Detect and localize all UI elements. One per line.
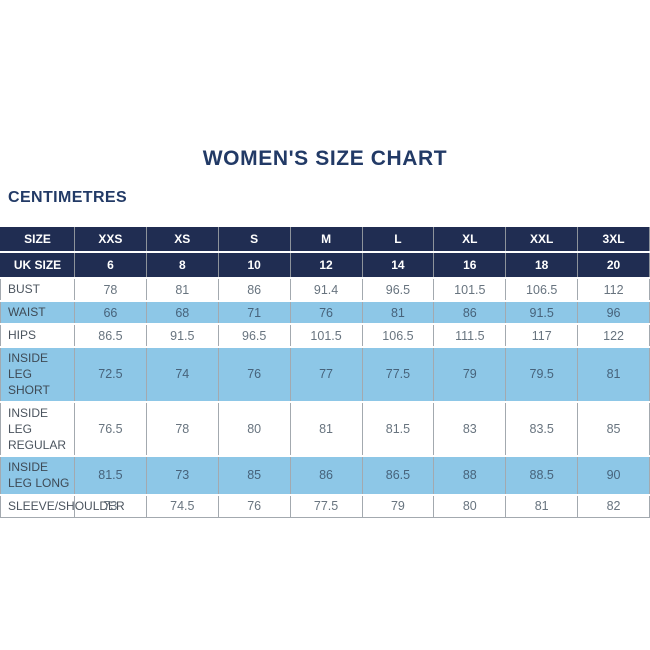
table-row: WAIST 66 68 71 76 81 86 91.5 96	[0, 301, 650, 325]
table-cell: 96	[577, 301, 650, 325]
table-cell: 90	[577, 456, 650, 496]
table-cell: 88.5	[505, 456, 579, 496]
size-header-cell: XXS	[74, 227, 147, 253]
size-header-cell: L	[362, 227, 435, 253]
table-cell: 112	[577, 278, 650, 302]
table-cell: 73	[146, 456, 219, 496]
table-cell: 81.5	[74, 456, 147, 496]
table-cell: 83	[433, 401, 507, 458]
table-cell: 111.5	[433, 324, 507, 348]
table-cell: 81	[505, 494, 579, 518]
uk-size-cell: 18	[505, 252, 579, 279]
table-cell: 82	[577, 494, 650, 518]
table-cell: 71	[218, 301, 291, 325]
uk-size-cell: 8	[146, 252, 219, 279]
row-label: BUST	[0, 278, 75, 302]
table-row: BUST 78 81 86 91.4 96.5 101.5 106.5 112	[0, 278, 650, 302]
table-cell: 79	[362, 494, 435, 518]
row-label: INSIDE LEG LONG	[0, 456, 75, 496]
table-body: BUST 78 81 86 91.4 96.5 101.5 106.5 112 WAIST 66 68…	[0, 278, 650, 518]
row-label: INSIDE LEG SHORT	[0, 347, 75, 403]
table-cell: 117	[505, 324, 579, 348]
uk-size-cell: 6	[74, 252, 147, 279]
row-label: SLEEVE/SHOULDER	[0, 494, 125, 518]
table-cell: 86	[218, 278, 291, 302]
table-cell: 101.5	[433, 278, 507, 302]
table-row: INSIDE LEG SHORT 72.5 74 76 77 77.5 79 79.5 81	[0, 347, 650, 403]
table-row-sizes: SIZE XXS XS S M L XL XXL 3XL	[0, 227, 650, 253]
table-cell: 86	[290, 456, 363, 496]
table-cell: 83.5	[505, 401, 579, 458]
table-cell: 77.5	[362, 347, 435, 403]
table-cell: 91.5	[146, 324, 219, 348]
table-cell: 86.5	[362, 456, 435, 496]
table-cell: 74	[146, 347, 219, 403]
uk-size-cell: 14	[362, 252, 435, 279]
table-cell: 81	[146, 278, 219, 302]
table-cell: 106.5	[362, 324, 435, 348]
table-cell: 85	[577, 401, 650, 458]
table-cell: 106.5	[505, 278, 579, 302]
row-label: WAIST	[0, 301, 75, 325]
table-cell: 91.5	[505, 301, 579, 325]
table-cell: 86.5	[74, 324, 147, 348]
table-cell: 91.4	[290, 278, 363, 302]
table-cell: 76	[218, 494, 291, 518]
row-label: HIPS	[0, 324, 75, 348]
table-cell: 78	[146, 401, 219, 458]
uk-size-cell: 20	[577, 252, 650, 279]
size-header-cell: XS	[146, 227, 219, 253]
table-cell: 73	[74, 494, 147, 518]
table-head: SIZE XXS XS S M L XL XXL 3XL UK SIZE 6 8 10 12 14 16 18 2…	[0, 227, 650, 279]
size-header-cell: S	[218, 227, 291, 253]
table-cell: 86	[433, 301, 507, 325]
size-header-cell: XL	[433, 227, 507, 253]
size-header-cell: XXL	[505, 227, 579, 253]
uk-size-label: UK SIZE	[0, 252, 75, 279]
size-chart-table: SIZE XXS XS S M L XL XXL 3XL UK SIZE 6 8 10 12 14 16 18 2…	[0, 227, 650, 518]
table-cell: 80	[218, 401, 291, 458]
table-cell: 76	[218, 347, 291, 403]
table-cell: 96.5	[362, 278, 435, 302]
table-cell: 88	[433, 456, 507, 496]
uk-size-cell: 12	[290, 252, 363, 279]
table-cell: 76.5	[74, 401, 147, 458]
table-cell: 74.5	[146, 494, 219, 518]
page-title: WOMEN'S SIZE CHART	[202, 147, 448, 170]
size-header-cell: 3XL	[577, 227, 650, 253]
table-cell: 77.5	[290, 494, 363, 518]
table-cell: 77	[290, 347, 363, 403]
table-row-uk-sizes: UK SIZE 6 8 10 12 14 16 18 20	[0, 252, 650, 279]
size-header-cell: M	[290, 227, 363, 253]
table-row: INSIDE LEG REGULAR 76.5 78 80 81 81.5 83 83.5 85	[0, 401, 650, 458]
table-cell: 79	[433, 347, 507, 403]
table-cell: 81	[577, 347, 650, 403]
table-cell: 122	[577, 324, 650, 348]
uk-size-cell: 10	[218, 252, 291, 279]
table-cell: 80	[433, 494, 507, 518]
table-cell: 68	[146, 301, 219, 325]
row-label: INSIDE LEG REGULAR	[0, 401, 75, 458]
unit-label: CENTIMETRES	[8, 189, 128, 206]
table-cell: 72.5	[74, 347, 147, 403]
table-cell: 101.5	[290, 324, 363, 348]
table-row: INSIDE LEG LONG 81.5 73 85 86 86.5 88 88.5 90	[0, 456, 650, 496]
table-cell: 66	[74, 301, 147, 325]
table-cell: 81	[290, 401, 363, 458]
column-header-label: SIZE	[0, 227, 75, 253]
table-cell: 81.5	[362, 401, 435, 458]
table-cell: 79.5	[505, 347, 579, 403]
uk-size-cell: 16	[433, 252, 507, 279]
table-cell: 76	[290, 301, 363, 325]
table-row: HIPS 86.5 91.5 96.5 101.5 106.5 111.5 117 122	[0, 324, 650, 348]
table-cell: 81	[362, 301, 435, 325]
table-cell: 96.5	[218, 324, 291, 348]
table-row: SLEEVE/SHOULDER 73 74.5 76 77.5 79 80 81 82	[0, 494, 650, 518]
table-cell: 85	[218, 456, 291, 496]
table-cell: 78	[74, 278, 147, 302]
